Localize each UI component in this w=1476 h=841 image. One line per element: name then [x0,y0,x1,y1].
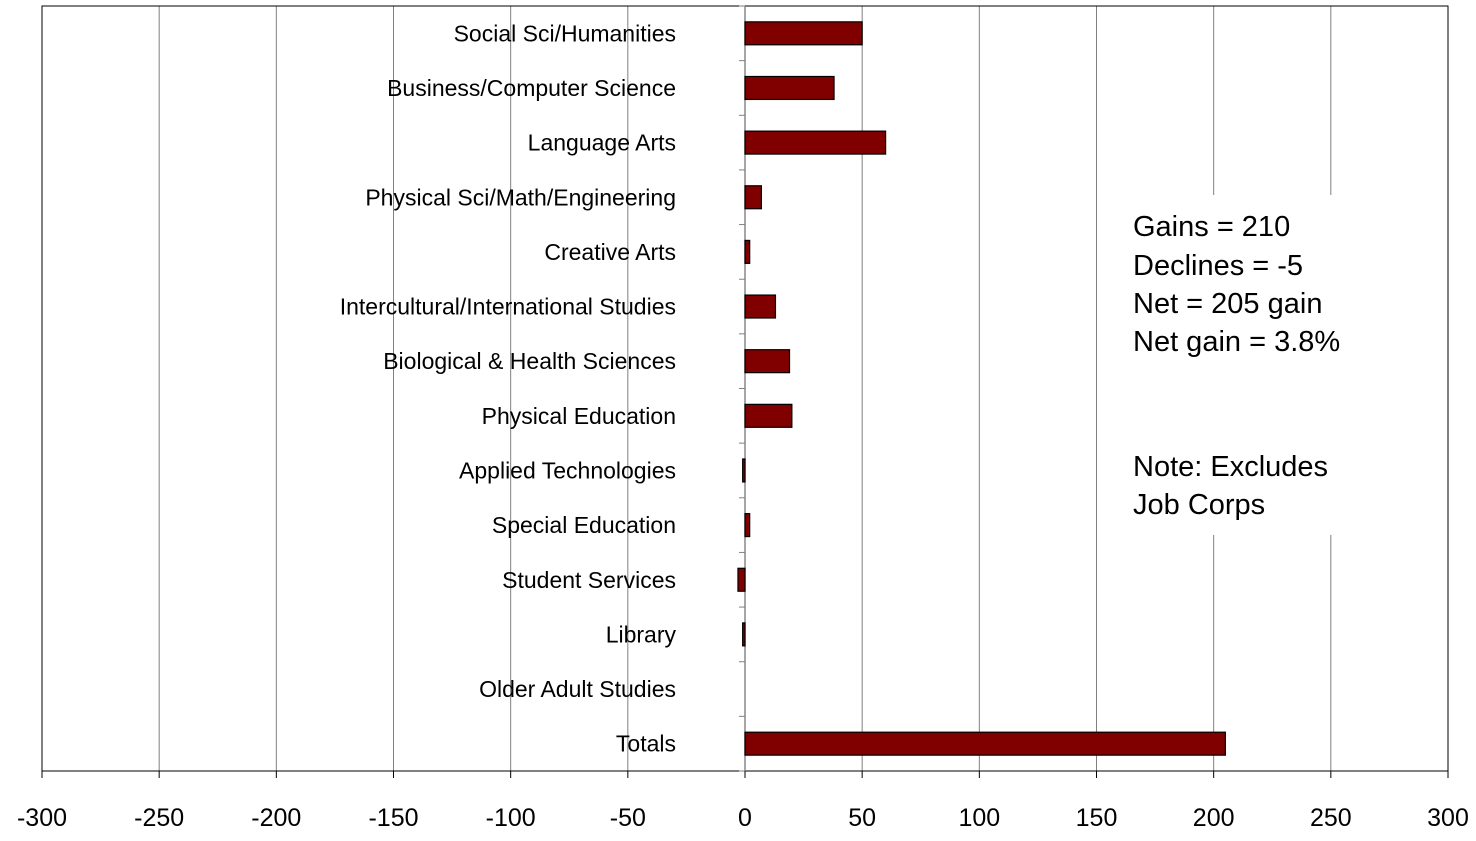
x-tick-label: -50 [610,804,646,832]
category-label: Creative Arts [544,239,676,265]
annotation-block: Gains = 210 Declines = -5 Net = 205 gain… [1133,211,1345,521]
x-tick-label: 250 [1310,804,1352,832]
category-label: Social Sci/Humanities [454,20,676,46]
category-label: Intercultural/International Studies [340,294,676,320]
bar [737,567,746,592]
category-label: Language Arts [528,130,676,156]
x-tick-label: 300 [1427,804,1469,832]
x-tick-label: -200 [251,804,301,832]
category-label: Biological & Health Sciences [383,348,676,374]
bar [744,349,791,374]
annotation-note-cont: Job Corps [1133,489,1265,521]
x-tick-label: -250 [134,804,184,832]
x-tick-label: -300 [17,804,67,832]
category-label: Older Adult Studies [479,676,676,702]
bar [744,75,835,101]
annotation-declines: Declines = -5 [1133,250,1303,282]
bars [737,21,1226,756]
category-label: Library [606,621,677,647]
x-tick-label: -100 [486,804,536,832]
annotation-net-gain: Net gain = 3.8% [1133,326,1340,358]
category-label: Special Education [492,512,676,538]
x-tick-label: 0 [738,804,752,832]
category-label: Applied Technologies [459,457,676,483]
x-tick-label: 200 [1193,804,1235,832]
category-label: Student Services [502,567,676,593]
bar [744,21,863,46]
bar [744,130,887,155]
bar [742,458,746,483]
bar [742,622,746,647]
annotation-note: Note: Excludes [1133,451,1328,483]
annotation-background [1212,195,1368,535]
bar [744,731,1226,756]
annotation-gains: Gains = 210 [1133,211,1290,243]
bar [744,294,777,319]
category-label: Physical Education [482,403,676,429]
category-label: Business/Computer Science [387,75,676,101]
x-tick-label: 150 [1076,804,1118,832]
x-tick-label: 50 [848,804,876,832]
x-tick-label: -150 [368,804,418,832]
bar [744,239,751,264]
category-labels: Social Sci/Humanities Business/Computer S… [340,20,677,756]
bar [744,403,793,428]
x-tick-labels: -300 -250 -200 -150 -100 -50 0 50 100 150 200 250 30… [17,804,1469,832]
x-tick-label: 100 [958,804,1000,832]
bar [744,513,751,538]
category-label: Totals [616,731,676,757]
category-label: Physical Sci/Math/Engineering [365,184,676,210]
annotation-net: Net = 205 gain [1133,288,1322,320]
bar [744,185,763,210]
